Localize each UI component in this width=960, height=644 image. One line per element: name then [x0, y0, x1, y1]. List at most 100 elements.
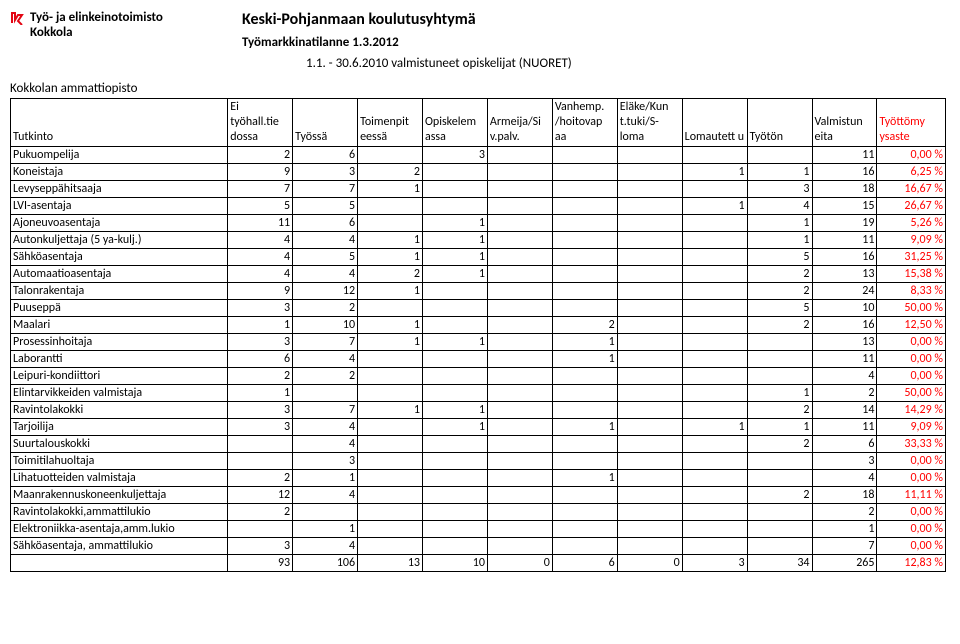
cell — [228, 436, 293, 453]
cell — [552, 402, 617, 419]
cell — [358, 521, 423, 538]
page-subtitle: Työmarkkinatilanne 1.3.2012 — [242, 35, 572, 50]
cell — [682, 147, 747, 164]
pct-cell: 12,83 % — [877, 555, 946, 572]
cell: 4 — [228, 249, 293, 266]
cell — [617, 198, 682, 215]
pct-cell: 0,00 % — [877, 521, 946, 538]
cell — [617, 419, 682, 436]
cell: 4 — [293, 538, 358, 555]
section-label: Kokkolan ammattiopisto — [10, 81, 946, 96]
col-header: Työttömy ysaste — [877, 99, 946, 147]
cell — [552, 538, 617, 555]
cell — [358, 198, 423, 215]
pct-cell: 14,29 % — [877, 402, 946, 419]
cell: 3 — [293, 164, 358, 181]
cell: 3 — [747, 181, 812, 198]
cell — [682, 470, 747, 487]
cell — [552, 283, 617, 300]
cell — [747, 147, 812, 164]
table-row: Sähköasentaja451151631,25 % — [11, 249, 946, 266]
cell: 16 — [812, 164, 877, 181]
cell — [617, 317, 682, 334]
table-row: Pukuompelija263110,00 % — [11, 147, 946, 164]
cell: 16 — [812, 317, 877, 334]
row-name: Talonrakentaja — [11, 283, 228, 300]
cell: 11 — [812, 147, 877, 164]
table-row: Talonrakentaja91212248,33 % — [11, 283, 946, 300]
cell — [358, 436, 423, 453]
table-row: Levyseppähitsaaja77131816,67 % — [11, 181, 946, 198]
cell: 7 — [293, 402, 358, 419]
cell: 11 — [812, 419, 877, 436]
cell: 2 — [747, 402, 812, 419]
cell — [552, 249, 617, 266]
table-row: Toimitilahuoltaja330,00 % — [11, 453, 946, 470]
cell: 3 — [228, 402, 293, 419]
cell: 13 — [812, 334, 877, 351]
cell: 3 — [422, 147, 487, 164]
cell — [487, 487, 552, 504]
cell — [487, 419, 552, 436]
cell: 3 — [228, 419, 293, 436]
pct-cell: 0,00 % — [877, 147, 946, 164]
pct-cell: 50,00 % — [877, 300, 946, 317]
cell — [682, 232, 747, 249]
pct-cell: 16,67 % — [877, 181, 946, 198]
table-row: Prosessinhoitaja37111130,00 % — [11, 334, 946, 351]
row-name: Koneistaja — [11, 164, 228, 181]
cell — [552, 385, 617, 402]
page-subtitle-2: 1.1. - 30.6.2010 valmistuneet opiskelija… — [306, 56, 572, 71]
row-name: Ravintolakokki,ammattilukio — [11, 504, 228, 521]
org-name: Työ- ja elinkeinotoimisto — [30, 10, 163, 25]
table-row: Laborantti641110,00 % — [11, 351, 946, 368]
table-row: Autonkuljettaja (5 ya-kulj.)44111119,09 … — [11, 232, 946, 249]
cell — [422, 504, 487, 521]
cell: 1 — [422, 266, 487, 283]
cell — [552, 164, 617, 181]
cell — [487, 215, 552, 232]
cell: 7 — [293, 334, 358, 351]
cell: 2 — [228, 504, 293, 521]
cell: 7 — [228, 181, 293, 198]
cell: 1 — [812, 521, 877, 538]
cell — [358, 351, 423, 368]
cell: 11 — [812, 351, 877, 368]
cell: 9 — [228, 164, 293, 181]
cell — [552, 198, 617, 215]
cell — [617, 436, 682, 453]
cell — [682, 317, 747, 334]
cell: 3 — [812, 453, 877, 470]
cell — [682, 249, 747, 266]
cell — [617, 470, 682, 487]
cell — [487, 266, 552, 283]
cell: 2 — [747, 487, 812, 504]
table-row: Lihatuotteiden valmistaja21140,00 % — [11, 470, 946, 487]
cell — [487, 164, 552, 181]
cell: 19 — [812, 215, 877, 232]
cell — [552, 147, 617, 164]
cell: 2 — [747, 283, 812, 300]
cell: 13 — [812, 266, 877, 283]
cell — [682, 521, 747, 538]
cell — [617, 249, 682, 266]
cell: 2 — [747, 266, 812, 283]
cell — [487, 521, 552, 538]
pct-cell: 9,09 % — [877, 232, 946, 249]
cell — [487, 334, 552, 351]
cell: 4 — [293, 232, 358, 249]
cell — [422, 538, 487, 555]
cell — [747, 351, 812, 368]
cell: 4 — [293, 351, 358, 368]
row-name: Ravintolakokki — [11, 402, 228, 419]
cell — [617, 164, 682, 181]
cell: 106 — [293, 555, 358, 572]
cell: 3 — [293, 453, 358, 470]
cell: 1 — [358, 317, 423, 334]
cell — [747, 521, 812, 538]
cell — [552, 487, 617, 504]
cell: 5 — [747, 300, 812, 317]
pct-cell: 0,00 % — [877, 538, 946, 555]
cell: 14 — [812, 402, 877, 419]
row-name: Puuseppä — [11, 300, 228, 317]
